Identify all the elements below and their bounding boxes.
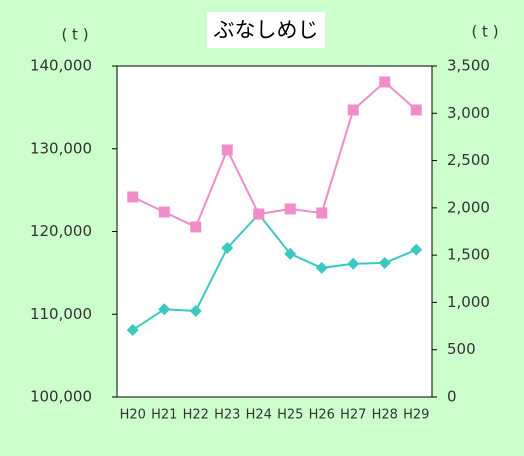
marker	[284, 247, 297, 260]
x-tick-label: H21	[151, 408, 177, 423]
y-tick-label: 110,000	[30, 305, 92, 323]
marker	[378, 256, 391, 269]
marker	[127, 191, 139, 203]
marker	[158, 303, 171, 316]
x-tick-label: H27	[340, 408, 366, 423]
x-tick-label: H28	[372, 408, 398, 423]
marker	[315, 261, 328, 274]
series-line	[132, 80, 417, 229]
marker	[158, 206, 170, 218]
marker	[410, 243, 423, 256]
y-tick-label: 140,000	[30, 57, 92, 75]
y-tick-label: 120,000	[30, 222, 92, 240]
y2-tick-label: 1,000	[447, 293, 490, 311]
y2-tick-label: 2,000	[447, 198, 490, 216]
marker	[379, 76, 391, 88]
marker	[284, 203, 296, 215]
marker	[316, 207, 328, 219]
x-tick-label: H24	[246, 408, 272, 423]
plot-area	[116, 65, 433, 398]
chart-title: ぶなしめじ	[214, 18, 319, 42]
x-tick-label: H25	[277, 408, 303, 423]
x-tick-label: H23	[214, 408, 240, 423]
marker	[189, 304, 202, 317]
y-axis-label: ( t )	[61, 26, 88, 44]
x-tick-label: H26	[309, 408, 335, 423]
y2-tick-label: 2,500	[447, 151, 490, 169]
y2-tick-label: 3,500	[447, 57, 490, 75]
marker	[253, 208, 265, 220]
marker	[221, 242, 234, 255]
y2-tick-label: 1,500	[447, 246, 490, 264]
x-tick-label: H20	[120, 408, 146, 423]
marker	[126, 323, 139, 336]
y2-tick-label: 0	[447, 388, 457, 406]
marker	[347, 257, 360, 270]
y2-tick-label: 500	[447, 340, 476, 358]
y2-tick-label: 3,000	[447, 104, 490, 122]
title-box	[207, 12, 325, 48]
marker	[190, 221, 202, 233]
series-line	[132, 212, 417, 331]
marker	[221, 144, 233, 156]
x-tick-label: H22	[183, 408, 209, 423]
x-tick-label: H29	[403, 408, 429, 423]
marker	[347, 104, 359, 116]
y2-axis-label: ( t )	[471, 23, 498, 41]
y-tick-label: 100,000	[30, 388, 92, 406]
marker	[410, 104, 422, 116]
y-tick-label: 130,000	[30, 139, 92, 157]
